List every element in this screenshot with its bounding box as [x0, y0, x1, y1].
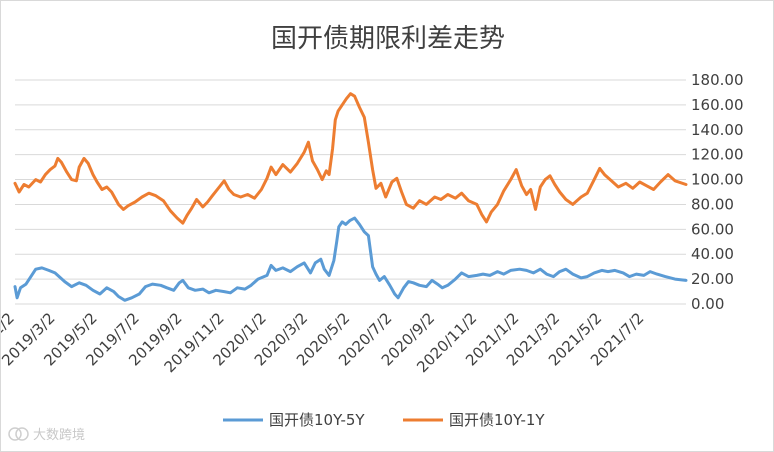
y-tick-label: 140.00: [691, 121, 744, 139]
y-tick-label: 100.00: [691, 171, 744, 189]
y-tick-label: 120.00: [691, 146, 744, 164]
watermark-logo-icon: [15, 427, 29, 441]
legend-label-series-1: 国开债10Y-5Y: [269, 411, 365, 429]
y-axis-ticks: 0.00 20.00 40.00 60.00 80.00 100.00 120.00 140.…: [691, 71, 744, 313]
y-tick-label: 40.00: [691, 245, 734, 263]
watermark: 大数跨境: [8, 427, 85, 443]
y-tick-label: 80.00: [691, 195, 734, 213]
legend: 国开债10Y-5Y 国开债10Y-1Y: [223, 411, 545, 429]
series-line-1: [13, 216, 688, 302]
y-tick-label: 20.00: [691, 270, 734, 288]
y-tick-label: 180.00: [691, 71, 744, 89]
legend-label-series-2: 国开债10Y-1Y: [449, 411, 545, 429]
chart-title: 国开债期限利差走势: [271, 24, 505, 54]
y-tick-label: 160.00: [691, 96, 744, 114]
y-tick-label: 0.00: [691, 295, 724, 313]
watermark-text: 大数跨境: [33, 428, 85, 443]
x-axis-ticks: 2019/1/22019/3/22019/5/22019/7/22019/9/2…: [1, 309, 647, 376]
y-tick-label: 60.00: [691, 220, 734, 238]
series-line-2: [13, 92, 688, 225]
series-layer: [13, 92, 688, 302]
grid-lines: [15, 79, 686, 305]
watermark-logo-icon: [8, 427, 22, 441]
